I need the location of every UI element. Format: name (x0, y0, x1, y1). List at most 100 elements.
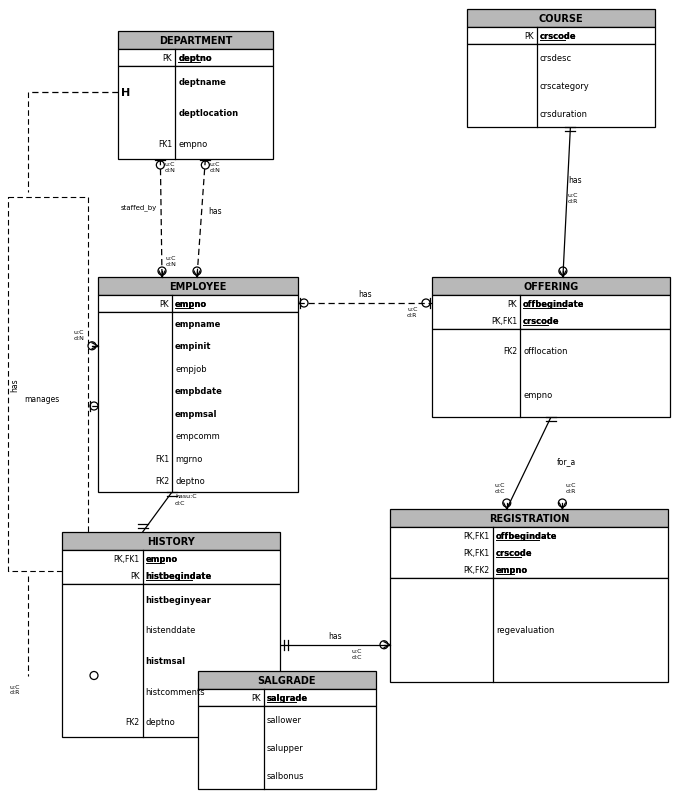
Text: empno: empno (175, 300, 207, 309)
Text: d:C: d:C (175, 500, 186, 505)
Text: DEPARTMENT: DEPARTMENT (159, 36, 233, 46)
Text: u:C
d:N: u:C d:N (73, 330, 84, 340)
Text: OFFERING: OFFERING (524, 282, 579, 292)
Bar (390, 509, 668, 528)
Text: offbegindate: offbegindate (523, 300, 584, 309)
Text: empno: empno (496, 565, 528, 574)
Text: for_a: for_a (557, 456, 576, 465)
Bar (118, 50, 273, 67)
Text: u:C
d:N: u:C d:N (166, 256, 177, 267)
Text: PK: PK (130, 571, 139, 581)
Text: histcomments: histcomments (146, 687, 206, 695)
Text: EMPLOYEE: EMPLOYEE (169, 282, 227, 292)
Text: salupper: salupper (267, 743, 304, 752)
Text: PK,FK2: PK,FK2 (464, 565, 490, 574)
Text: empno: empno (496, 565, 528, 574)
Text: empno: empno (178, 140, 208, 149)
Text: offbegindate: offbegindate (496, 532, 558, 541)
Bar (62, 533, 280, 550)
Text: u:C
d:R: u:C d:R (565, 483, 576, 493)
Bar (432, 330, 670, 418)
Bar (118, 67, 273, 160)
Text: deptno: deptno (175, 476, 205, 486)
Text: FK2: FK2 (155, 476, 169, 486)
Text: crscode: crscode (540, 32, 576, 41)
Bar (62, 550, 280, 585)
Text: mgrno: mgrno (175, 454, 202, 464)
Text: empno: empno (146, 554, 178, 563)
Text: deptname: deptname (178, 78, 226, 87)
Bar (62, 585, 280, 737)
Bar (118, 32, 273, 50)
Text: u:C
d:C: u:C d:C (352, 648, 362, 659)
Text: histbegindate: histbegindate (146, 571, 212, 581)
Text: empbdate: empbdate (175, 387, 223, 395)
Text: PK,FK1: PK,FK1 (464, 532, 490, 541)
Text: offbegindate: offbegindate (523, 300, 584, 309)
Bar (390, 528, 668, 578)
Bar (198, 671, 376, 689)
Text: crscode: crscode (540, 32, 576, 41)
Text: has: has (10, 378, 19, 391)
Text: empmsal: empmsal (175, 409, 217, 418)
Text: PK: PK (524, 32, 533, 41)
Bar (198, 689, 376, 706)
Text: deptlocation: deptlocation (178, 109, 239, 118)
Text: FK2: FK2 (503, 347, 517, 356)
Text: histmsal: histmsal (146, 656, 186, 665)
Text: PK: PK (159, 300, 169, 309)
Text: COURSE: COURSE (539, 14, 583, 24)
Bar (467, 45, 655, 128)
Text: has: has (328, 631, 342, 640)
Text: PK: PK (163, 54, 172, 63)
Text: staffed_by: staffed_by (120, 204, 157, 210)
Text: deptno: deptno (178, 54, 212, 63)
Bar (467, 28, 655, 45)
Bar (98, 277, 298, 296)
Text: FK1: FK1 (158, 140, 172, 149)
Text: histenddate: histenddate (146, 626, 196, 634)
Text: PK: PK (507, 300, 517, 309)
Text: empjob: empjob (175, 364, 206, 373)
Text: empname: empname (175, 319, 221, 328)
Text: empinit: empinit (175, 342, 212, 350)
Text: PK,FK1: PK,FK1 (114, 554, 139, 563)
Bar (198, 706, 376, 789)
Text: PK: PK (251, 693, 261, 702)
Bar (432, 277, 670, 296)
Bar (432, 296, 670, 330)
Bar (98, 296, 298, 313)
Text: HISTORY: HISTORY (147, 537, 195, 546)
Text: empcomm: empcomm (175, 431, 219, 441)
Text: has: has (568, 176, 582, 184)
Text: has: has (358, 290, 372, 298)
Text: hasu:C: hasu:C (175, 493, 197, 498)
Text: histbeginyear: histbeginyear (146, 595, 212, 604)
Text: offlocation: offlocation (523, 347, 568, 356)
Text: deptno: deptno (146, 717, 175, 727)
Bar (98, 313, 298, 492)
Text: crsduration: crsduration (540, 110, 588, 119)
Text: offbegindate: offbegindate (496, 532, 558, 541)
Text: u:C
d:R: u:C d:R (407, 307, 417, 318)
Text: empno: empno (523, 391, 552, 400)
Bar (390, 578, 668, 683)
Text: u:C
d:R: u:C d:R (10, 684, 21, 695)
Text: u:C
d:C: u:C d:C (495, 483, 505, 493)
Text: crscode: crscode (523, 317, 560, 326)
Text: crsdesc: crsdesc (540, 55, 572, 63)
Text: salgrade: salgrade (267, 693, 308, 702)
Text: empno: empno (175, 300, 207, 309)
Text: regevaluation: regevaluation (496, 626, 554, 634)
Text: salgrade: salgrade (267, 693, 308, 702)
Text: crscategory: crscategory (540, 82, 589, 91)
Text: crscode: crscode (496, 549, 533, 557)
Text: has: has (208, 207, 222, 216)
Text: deptno: deptno (178, 54, 212, 63)
Text: u:C
d:N: u:C d:N (209, 162, 220, 172)
Text: sallower: sallower (267, 715, 302, 724)
Text: REGISTRATION: REGISTRATION (489, 513, 569, 524)
Text: u:C
d:N: u:C d:N (164, 162, 175, 172)
Text: manages: manages (24, 395, 59, 404)
Text: H: H (121, 88, 130, 99)
